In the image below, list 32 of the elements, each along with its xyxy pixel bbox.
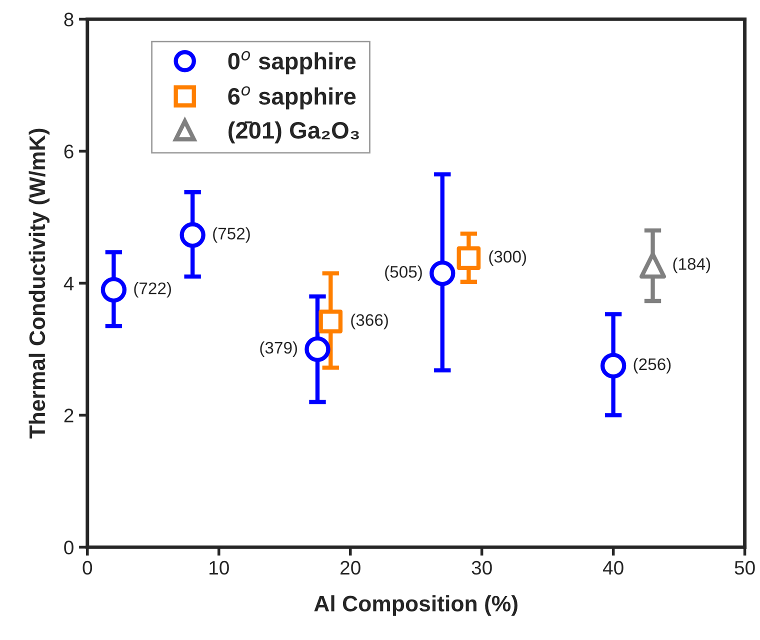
annotation: (366) xyxy=(351,314,388,330)
annotation: (184) xyxy=(673,258,710,274)
x-tick-label: 0 xyxy=(82,560,92,575)
legend-label: 0$^{o}$ sapphire xyxy=(228,51,356,74)
x-tick-label: 50 xyxy=(734,560,755,575)
point xyxy=(100,276,127,303)
y-tick-label: 2 xyxy=(64,408,74,422)
x-tick-label: 40 xyxy=(602,560,624,575)
annotation: (722) xyxy=(134,282,172,298)
legend-label: (2̄01) Ga₂O₃ xyxy=(228,121,359,144)
point xyxy=(639,252,666,279)
annotation: (752) xyxy=(213,227,250,243)
x-axis-title: Al Composition (%) xyxy=(314,595,518,616)
y-tick-label: 0 xyxy=(64,540,74,554)
x-tick-label: 30 xyxy=(472,560,492,575)
point xyxy=(456,246,481,270)
annotation: (256) xyxy=(634,358,671,374)
point xyxy=(600,352,626,379)
point xyxy=(318,310,343,334)
annotation: (300) xyxy=(489,250,526,266)
point xyxy=(430,260,456,286)
point xyxy=(180,222,206,248)
y-tick-label: 6 xyxy=(64,144,74,158)
y-tick-label: 8 xyxy=(64,12,74,26)
y-axis-title: Thermal Conductivity (W/mK) xyxy=(28,128,50,439)
x-tick-label: 10 xyxy=(210,560,229,575)
y-tick-label: 4 xyxy=(64,276,74,290)
legend-label: 6$^{o}$ sapphire xyxy=(228,86,356,110)
x-tick-label: 20 xyxy=(340,560,360,575)
annotation: (505) xyxy=(385,266,422,282)
point xyxy=(304,336,330,362)
annotation: (379) xyxy=(260,341,298,357)
